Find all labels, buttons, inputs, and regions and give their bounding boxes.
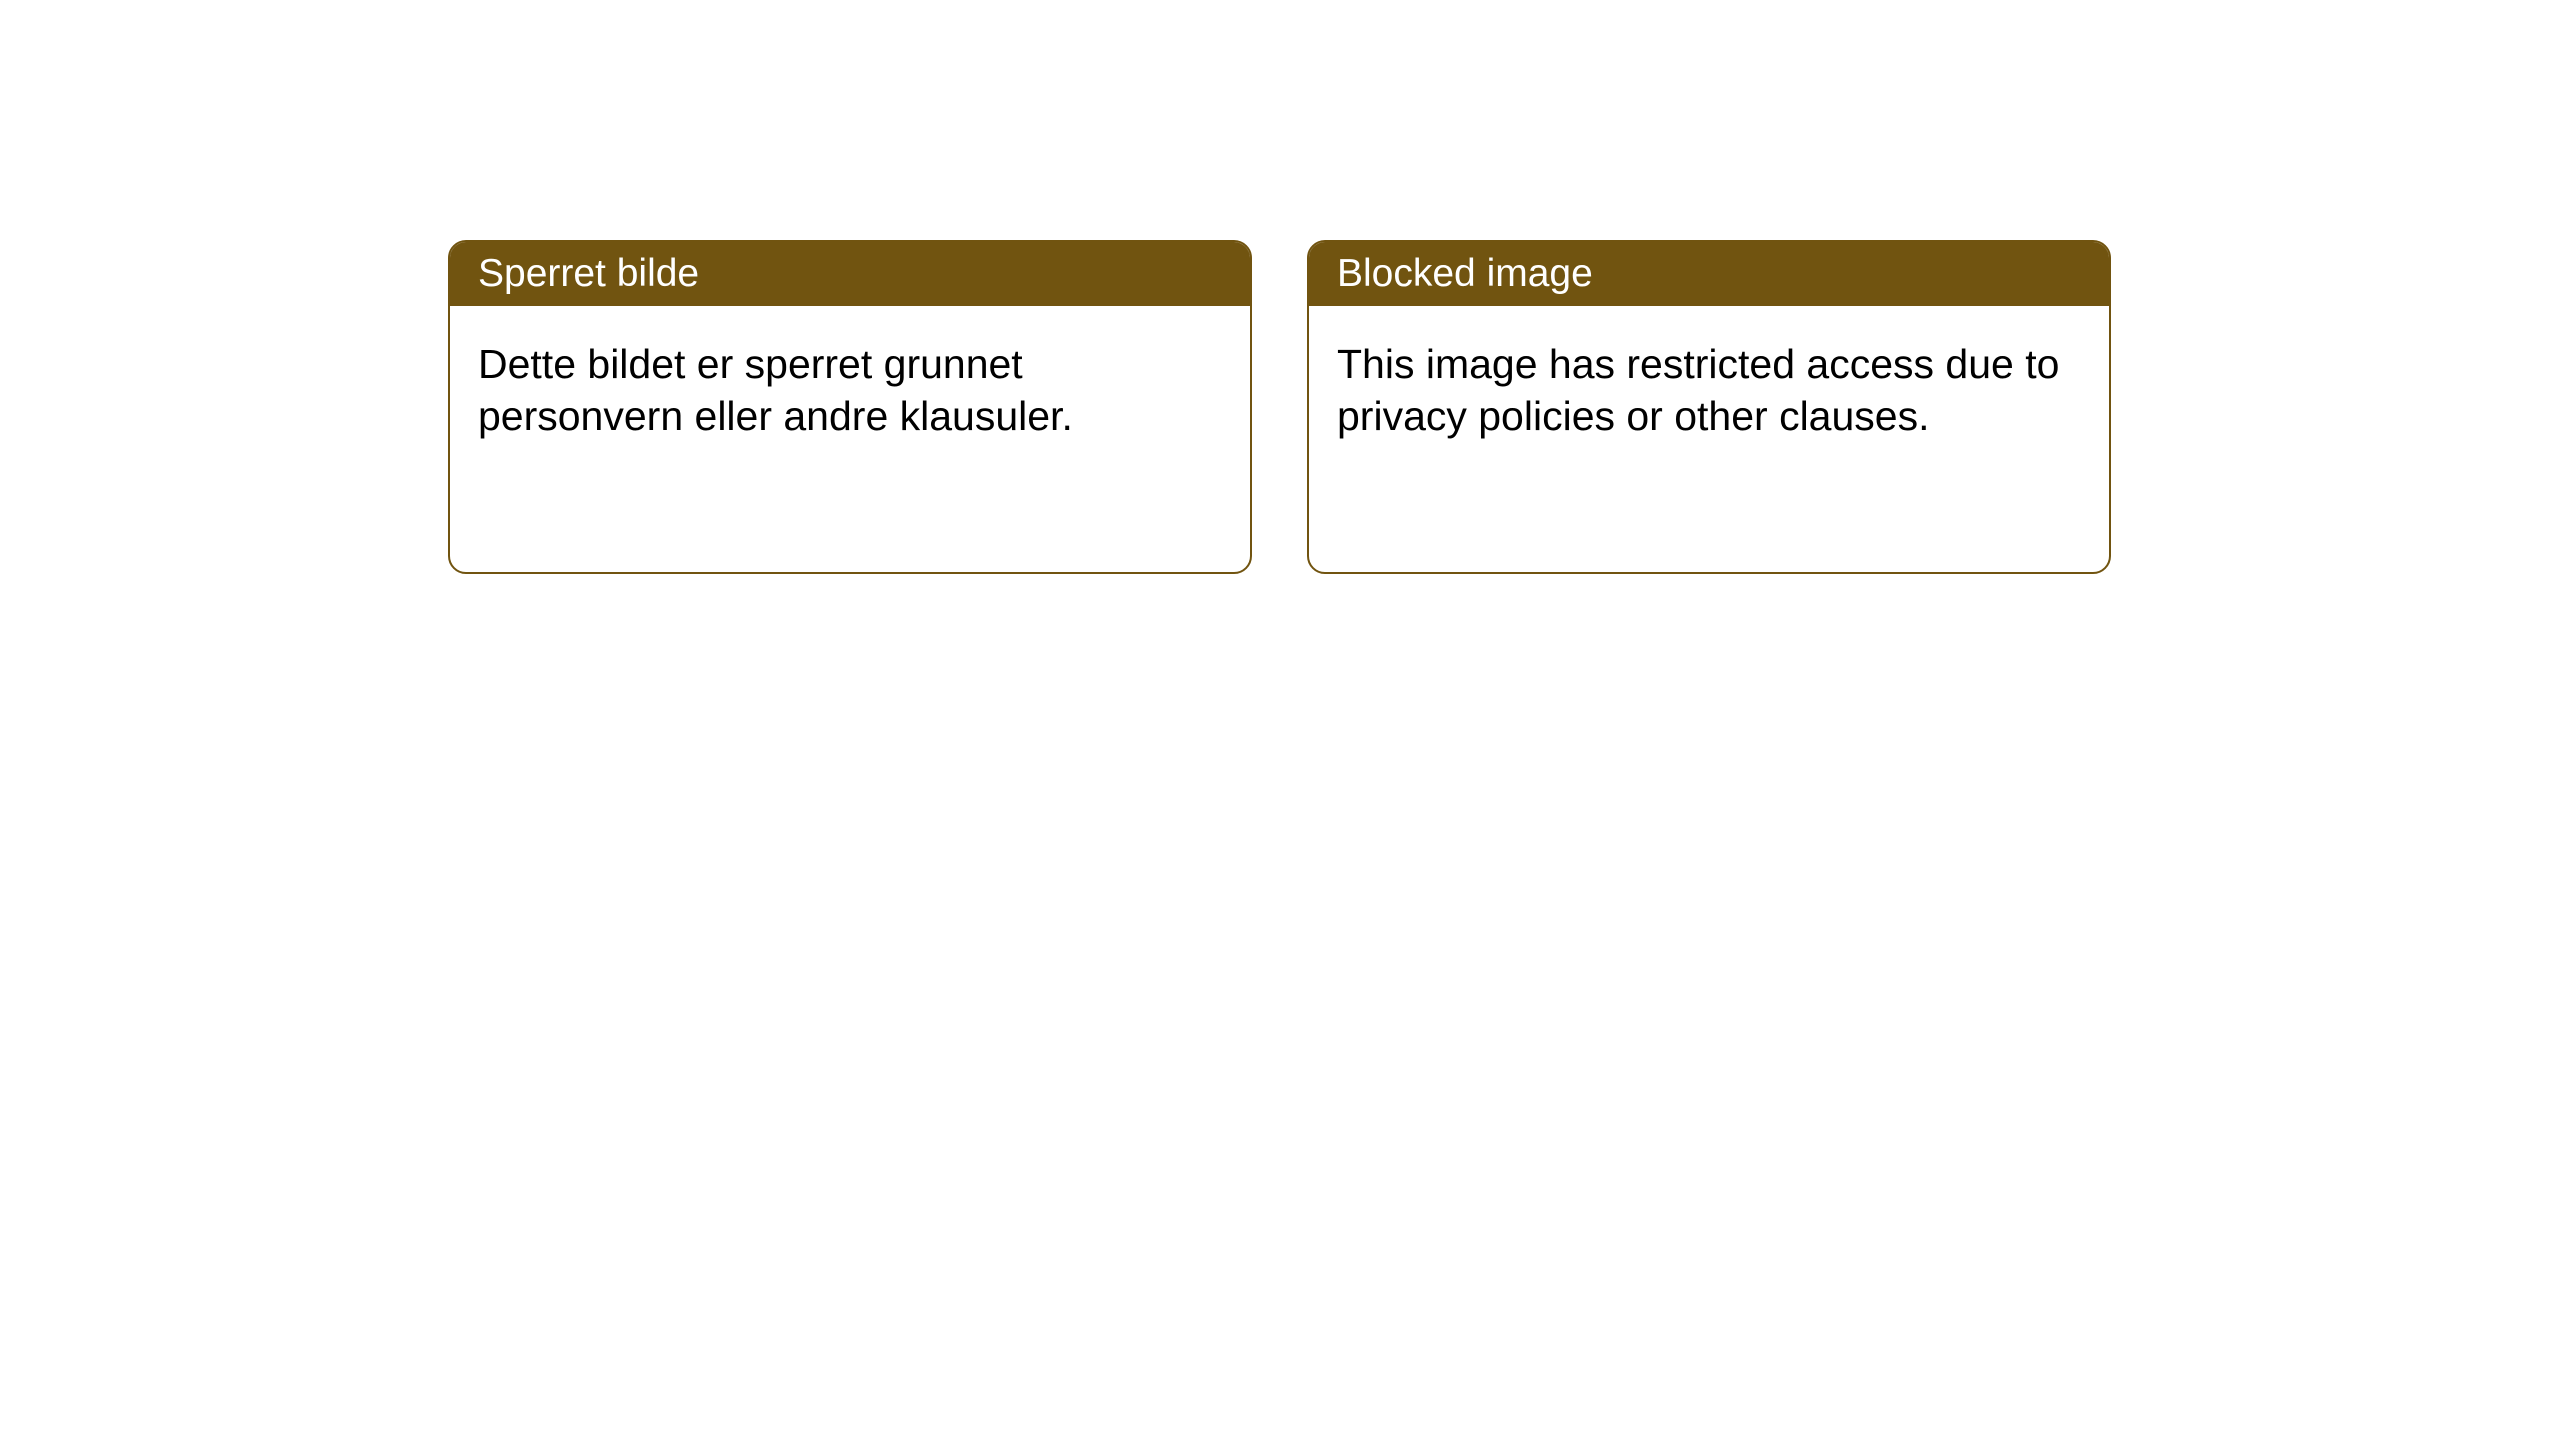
- card-title: Blocked image: [1337, 252, 1593, 295]
- notice-card-english: Blocked image This image has restricted …: [1307, 240, 2111, 574]
- card-body: This image has restricted access due to …: [1309, 306, 2109, 475]
- notice-card-norwegian: Sperret bilde Dette bildet er sperret gr…: [448, 240, 1252, 574]
- card-body: Dette bildet er sperret grunnet personve…: [450, 306, 1250, 475]
- card-header: Blocked image: [1309, 242, 2109, 306]
- card-title: Sperret bilde: [478, 252, 699, 295]
- card-header: Sperret bilde: [450, 242, 1250, 306]
- notice-cards-container: Sperret bilde Dette bildet er sperret gr…: [448, 240, 2111, 574]
- card-message: This image has restricted access due to …: [1337, 341, 2059, 439]
- card-message: Dette bildet er sperret grunnet personve…: [478, 341, 1073, 439]
